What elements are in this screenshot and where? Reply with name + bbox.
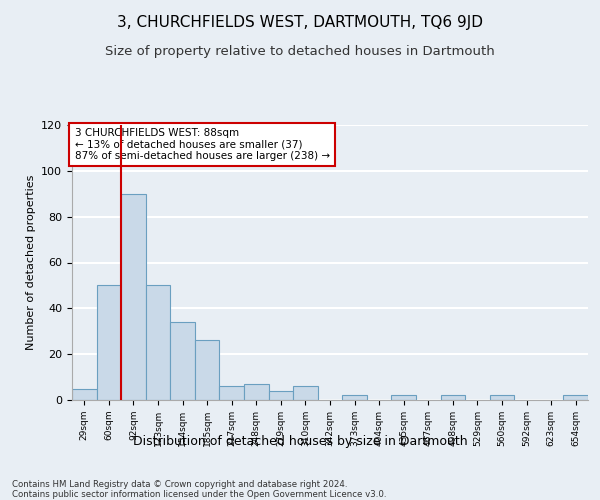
Bar (342, 396, 367, 400)
Bar (269, 391, 293, 400)
Bar (72, 388, 97, 400)
Text: 3, CHURCHFIELDS WEST, DARTMOUTH, TQ6 9JD: 3, CHURCHFIELDS WEST, DARTMOUTH, TQ6 9JD (117, 15, 483, 30)
Bar (293, 386, 318, 400)
Bar (244, 384, 269, 400)
Text: 3 CHURCHFIELDS WEST: 88sqm
← 13% of detached houses are smaller (37)
87% of semi: 3 CHURCHFIELDS WEST: 88sqm ← 13% of deta… (74, 128, 330, 161)
Bar (220, 386, 244, 400)
Bar (440, 396, 465, 400)
Bar (391, 396, 416, 400)
Bar (97, 286, 121, 400)
Bar (195, 340, 220, 400)
Text: Distribution of detached houses by size in Dartmouth: Distribution of detached houses by size … (133, 435, 467, 448)
Text: Size of property relative to detached houses in Dartmouth: Size of property relative to detached ho… (105, 45, 495, 58)
Text: Contains HM Land Registry data © Crown copyright and database right 2024.
Contai: Contains HM Land Registry data © Crown c… (12, 480, 386, 500)
Bar (146, 286, 170, 400)
Bar (121, 194, 146, 400)
Bar (170, 322, 195, 400)
Bar (490, 396, 514, 400)
Y-axis label: Number of detached properties: Number of detached properties (26, 175, 35, 350)
Bar (563, 396, 588, 400)
